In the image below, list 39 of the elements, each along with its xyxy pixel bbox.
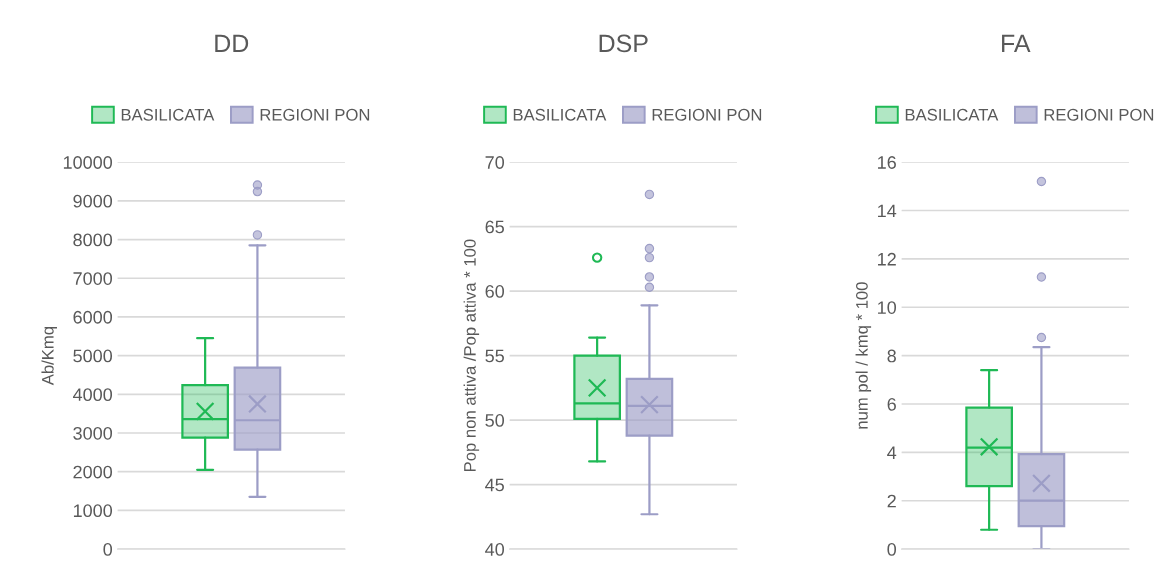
y-tick-label: 2000 [73,465,113,479]
legend-label: REGIONI PON [260,108,370,121]
y-tick-label: 4000 [72,388,113,402]
chart-title: DD [215,34,249,52]
y-tick-label: 40 [485,543,505,556]
y-tick-label: 0 [887,543,897,556]
y-tick-label: 6 [887,397,896,411]
y-tick-label: 4 [887,446,897,459]
y-tick-label: 1000 [73,504,113,518]
y-tick-label: 7000 [73,272,113,285]
y-tick-label: 3000 [73,426,113,440]
y-tick-label: 0 [103,543,113,556]
y-tick-label: 65 [485,220,504,234]
chart-title: DSP [599,34,648,53]
legend-label: BASILICATA [513,108,607,121]
y-tick-label: 12 [878,252,896,266]
y-tick-label: 55 [485,349,504,363]
y-tick-label: 10 [878,301,897,314]
y-tick-label: 5000 [73,349,113,363]
y-tick-label: 2 [887,494,896,508]
y-tick-label: 50 [485,414,505,427]
y-tick-label: 6000 [73,310,113,324]
chart-title: FA [1002,34,1031,52]
y-axis-title: num pol / kmq * 100 [855,282,872,429]
y-tick-label: 8 [887,349,896,363]
y-tick-label: 14 [878,204,897,218]
y-axis-title: Ab/Kmq [41,327,57,386]
y-tick-label: 9000 [73,194,113,208]
y-tick-label: 45 [485,478,504,492]
y-tick-label: 60 [485,285,505,298]
legend-label: REGIONI PON [652,108,762,121]
legend-label: REGIONI PON [1044,108,1154,121]
y-tick-label: 8000 [73,233,113,247]
y-axis-title: Pop non attiva /Pop attiva * 100 [463,239,480,471]
legend-label: BASILICATA [121,108,215,121]
y-tick-label: 70 [485,156,505,169]
y-tick-label: 10000 [63,156,113,169]
y-tick-label: 16 [878,156,896,169]
legend-label: BASILICATA [905,108,999,121]
